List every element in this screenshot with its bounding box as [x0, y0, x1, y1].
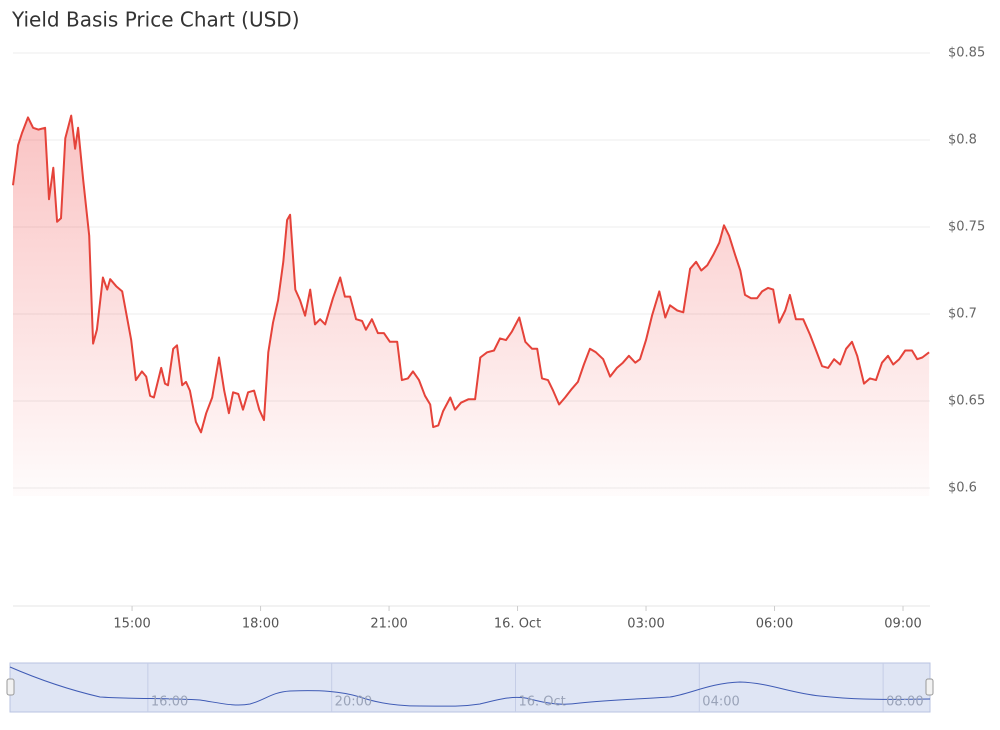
chart-title: Yield Basis Price Chart (USD)	[11, 8, 300, 32]
y-tick-label: $0.75	[948, 220, 985, 235]
y-tick-label: $0.65	[948, 394, 985, 409]
x-tick-label: 16. Oct	[494, 617, 541, 632]
x-tick-label: 15:00	[113, 617, 150, 632]
navigator-tick-label: 08:00	[886, 695, 923, 710]
navigator-tick-label: 16:00	[151, 695, 188, 710]
y-tick-label: $0.8	[948, 133, 977, 148]
navigator-tick-label: 16. Oct	[518, 695, 565, 710]
y-tick-label: $0.85	[948, 46, 985, 61]
navigator-tick-label: 04:00	[702, 695, 739, 710]
x-tick-label: 21:00	[370, 617, 407, 632]
y-tick-label: $0.6	[948, 481, 977, 496]
x-tick-label: 18:00	[242, 617, 279, 632]
y-tick-label: $0.7	[948, 307, 977, 322]
price-line	[12, 114, 930, 434]
price-area	[13, 115, 930, 496]
navigator-handle[interactable]	[6, 678, 15, 696]
x-tick-label: 03:00	[627, 617, 664, 632]
x-tick-label: 06:00	[756, 617, 793, 632]
navigator-line	[9, 666, 931, 707]
navigator-handle[interactable]	[925, 678, 934, 696]
navigator-tick-label: 20:00	[335, 695, 372, 710]
x-tick-label: 09:00	[884, 617, 921, 632]
